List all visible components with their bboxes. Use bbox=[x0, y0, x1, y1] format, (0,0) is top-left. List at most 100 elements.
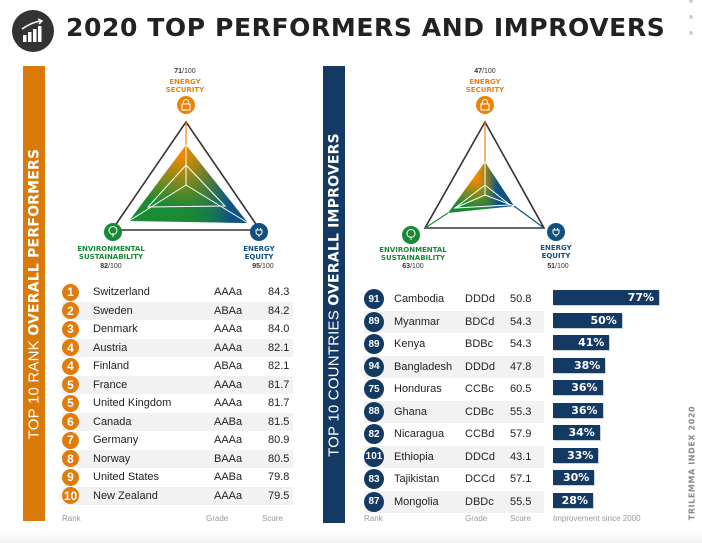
improvement-bar: 36% bbox=[553, 380, 603, 395]
score-column-label: Score bbox=[262, 514, 283, 523]
security-label: ENERGY SECURITY bbox=[465, 78, 505, 94]
score: 84.0 bbox=[268, 323, 290, 336]
performer-row: 8 Norway BAAa 80.5 bbox=[62, 449, 293, 468]
rank-badge: 5 bbox=[62, 376, 79, 394]
improver-row: 101 Ethiopia DDCd 43.1 bbox=[364, 445, 544, 468]
country-name: Honduras bbox=[394, 383, 442, 396]
performer-row: 10 New Zealand AAAa 79.5 bbox=[62, 486, 293, 505]
country-name: Tajikistan bbox=[394, 473, 440, 486]
score: 47.8 bbox=[510, 360, 532, 373]
score-column-label: Score bbox=[510, 514, 531, 523]
grade: DDDd bbox=[465, 360, 495, 373]
country-name: Switzerland bbox=[93, 286, 150, 299]
country-name: Austria bbox=[93, 341, 128, 354]
improvement-bar: 50% bbox=[553, 312, 622, 328]
grade: DCCd bbox=[465, 473, 495, 486]
grade-column-label: Grade bbox=[206, 514, 229, 523]
performer-row: 3 Denmark AAAa 84.0 bbox=[62, 320, 293, 339]
rank-badge: 82 bbox=[364, 424, 384, 445]
score: 84.2 bbox=[268, 304, 290, 317]
improvement-bar: 38% bbox=[553, 357, 606, 373]
country-name: United States bbox=[93, 471, 160, 484]
rank-badge: 88 bbox=[364, 401, 384, 422]
rank-badge: 89 bbox=[364, 311, 384, 332]
grade: AAAa bbox=[214, 434, 243, 447]
country-name: Cambodia bbox=[394, 293, 445, 306]
improvers-band-label: TOP 10 COUNTRIES OVERALL IMPROVERS bbox=[325, 132, 343, 457]
score: 84.3 bbox=[268, 286, 290, 299]
improver-row: 83 Tajikistan DCCd 57.1 bbox=[364, 468, 544, 491]
rank-badge: 87 bbox=[364, 491, 384, 512]
country-name: Finland bbox=[93, 360, 130, 373]
improver-row: 82 Nicaragua CCBd 57.9 bbox=[364, 423, 544, 446]
rank-badge: 9 bbox=[62, 468, 79, 486]
rank-badge: 94 bbox=[364, 356, 384, 377]
score: 43.1 bbox=[510, 450, 532, 463]
improver-row: 87 Mongolia DBDc 55.5 bbox=[364, 490, 544, 513]
grade: DBDc bbox=[465, 495, 494, 508]
rank-badge: 10 bbox=[62, 487, 79, 505]
performer-row: 2 Sweden ABAa 84.2 bbox=[62, 301, 293, 320]
improvement-bar: 77% bbox=[553, 290, 659, 305]
more-options-icon[interactable] bbox=[689, 0, 695, 47]
rank-badge: 3 bbox=[62, 320, 79, 338]
improver-row: 94 Bangladesh DDDd 47.8 bbox=[364, 355, 544, 378]
bottom-shadow bbox=[0, 530, 702, 543]
performers-table: 1 Switzerland AAAa 84.3 2 Sweden ABAa 84.2 3 Denm… bbox=[62, 283, 293, 505]
grade: AAAa bbox=[214, 286, 243, 299]
score: 81.5 bbox=[268, 415, 290, 428]
growth-chart-icon bbox=[12, 10, 54, 52]
country-name: France bbox=[93, 378, 128, 391]
grade: DDCd bbox=[465, 450, 495, 463]
country-name: Ethiopia bbox=[394, 450, 434, 463]
grade: BDBc bbox=[465, 338, 494, 351]
improver-row: 89 Myanmar BDCd 54.3 bbox=[364, 310, 544, 333]
plug-icon bbox=[547, 223, 565, 241]
rank-badge: 8 bbox=[62, 450, 79, 468]
tree-icon bbox=[104, 223, 122, 241]
tree-icon bbox=[402, 226, 420, 244]
country-name: Nicaragua bbox=[394, 428, 445, 441]
score: 79.8 bbox=[268, 471, 290, 484]
performer-row: 4 Austria AAAa 82.1 bbox=[62, 338, 293, 357]
country-name: Denmark bbox=[93, 323, 138, 336]
equity-label: ENERGY EQUITY bbox=[243, 245, 275, 261]
score: 60.5 bbox=[510, 383, 532, 396]
sustainability-score: 82/100 bbox=[100, 263, 122, 270]
score: 82.1 bbox=[268, 360, 290, 373]
performers-band-label: TOP 10 RANK OVERALL PERFORMERS bbox=[25, 148, 43, 439]
score: 79.5 bbox=[268, 489, 290, 502]
improvement-bar: 28% bbox=[553, 492, 593, 508]
lock-icon bbox=[476, 96, 494, 114]
grade: AAAa bbox=[214, 489, 243, 502]
security-score: 71/100 bbox=[174, 68, 196, 75]
trilemma-index-label: TRILEMMA INDEX 2020 bbox=[687, 405, 697, 520]
rank-badge: 1 bbox=[62, 283, 79, 301]
grade: AAAa bbox=[214, 397, 243, 410]
country-name: New Zealand bbox=[93, 489, 158, 502]
score: 50.8 bbox=[510, 293, 532, 306]
rank-badge: 89 bbox=[364, 334, 384, 355]
improvement-bar: 34% bbox=[553, 425, 600, 440]
rank-badge: 6 bbox=[62, 413, 79, 431]
improvement-bar: 30% bbox=[553, 470, 595, 485]
grade: AABa bbox=[214, 471, 243, 484]
score: 57.1 bbox=[510, 473, 532, 486]
equity-score: 51/100 bbox=[547, 263, 569, 270]
grade: ABAa bbox=[214, 360, 243, 373]
rank-badge: 7 bbox=[62, 431, 79, 449]
performers-band: TOP 10 RANK OVERALL PERFORMERS bbox=[23, 66, 45, 521]
performer-row: 5 United Kingdom AAAa 81.7 bbox=[62, 394, 293, 413]
performer-row: 1 Switzerland AAAa 84.3 bbox=[62, 283, 293, 302]
grade: AAAa bbox=[214, 378, 243, 391]
improvement-column-label: Improvement since 2000 bbox=[553, 514, 641, 523]
improver-row: 88 Ghana CDBc 55.3 bbox=[364, 400, 544, 423]
rank-badge: 91 bbox=[364, 289, 384, 310]
rank-badge: 4 bbox=[62, 357, 79, 375]
improver-row: 75 Honduras CCBc 60.5 bbox=[364, 378, 544, 401]
improvers-table: 91 Cambodia DDDd 50.8 89 Myanmar BDCd 54.3 89 Ken… bbox=[364, 288, 544, 513]
rank-column-label: Rank bbox=[62, 514, 81, 523]
grade: BAAa bbox=[214, 452, 243, 465]
equity-score: 95/100 bbox=[252, 263, 274, 270]
grade: DDDd bbox=[465, 293, 495, 306]
